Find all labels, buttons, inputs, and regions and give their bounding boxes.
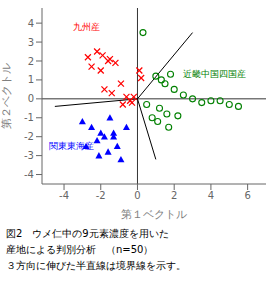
svg-text:-2: -2	[96, 190, 106, 201]
svg-text:2: 2	[171, 190, 177, 201]
svg-text:6: 6	[244, 190, 250, 201]
svg-text:-4: -4	[24, 169, 34, 180]
svg-text:近畿中国四国産: 近畿中国四国産	[183, 69, 246, 79]
svg-text:4: 4	[28, 18, 34, 29]
svg-text:0: 0	[28, 93, 34, 104]
svg-text:第１ベクトル: 第１ベクトル	[121, 208, 187, 221]
svg-text:-2: -2	[24, 131, 34, 142]
svg-text:1: 1	[28, 74, 34, 85]
svg-text:関東東海産: 関東東海産	[49, 141, 94, 151]
svg-text:第２ベクトル: 第２ベクトル	[8, 63, 13, 129]
svg-text:0: 0	[134, 190, 140, 201]
svg-text:九州産: 九州産	[73, 22, 100, 32]
svg-text:2: 2	[28, 56, 34, 67]
svg-text:-3: -3	[24, 150, 34, 161]
svg-text:3: 3	[28, 37, 34, 48]
html-text:図2 ウメ仁中の9元素濃度を用いた: 図2 ウメ仁中の9元素濃度を用いた	[6, 228, 169, 239]
html-text:３方向に伸びた半直線は境界線を示す。: ３方向に伸びた半直線は境界線を示す。	[6, 260, 186, 271]
svg-text:4: 4	[208, 190, 214, 201]
html-text:産地による判別分析 （n=50）: 産地による判別分析 （n=50）	[6, 244, 154, 255]
svg-text:-1: -1	[24, 112, 34, 123]
svg-text:-4: -4	[59, 190, 69, 201]
